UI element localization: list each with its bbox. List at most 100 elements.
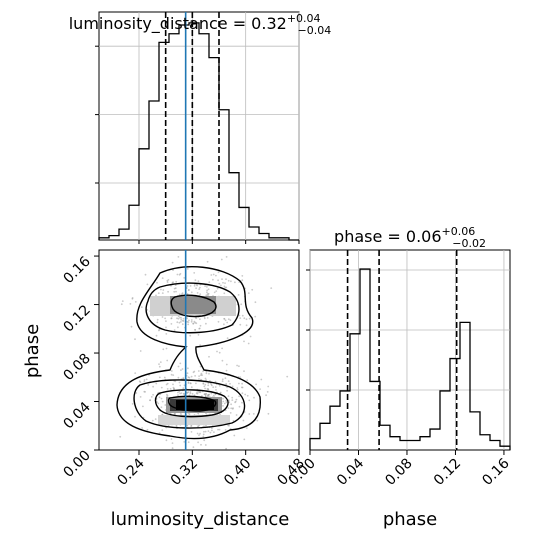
density-sample (205, 294, 208, 297)
density-sample (199, 344, 202, 346)
density-sample (165, 320, 167, 322)
density-sample (201, 374, 204, 376)
density-sample (198, 288, 201, 290)
density-sample (223, 292, 226, 295)
density-sample (215, 290, 218, 292)
density-sample (189, 382, 192, 384)
density-sample (199, 318, 201, 321)
density-sample (246, 379, 249, 382)
density-sample (235, 414, 238, 416)
density-sample (187, 441, 190, 444)
density-sample (147, 384, 150, 386)
density-sample (198, 378, 200, 380)
density-sample (174, 380, 177, 383)
density-sample (224, 319, 227, 322)
phase-xtick-label-4: 0.16 (479, 455, 512, 488)
density-sample (144, 273, 147, 276)
density-sample (226, 386, 229, 389)
density-sample (162, 348, 165, 351)
density-sample (203, 393, 206, 396)
density-sample (181, 319, 184, 322)
density-sample (199, 378, 202, 381)
density-sample (175, 280, 178, 283)
density-sample (200, 443, 202, 446)
density-ytick-label-2: 0.08 (60, 351, 93, 384)
density-sample (237, 294, 240, 296)
density-sample (159, 361, 162, 363)
phase-title-prefix: phase = 0.06 (334, 227, 441, 246)
density-sample (158, 329, 160, 332)
density-sample (181, 323, 184, 326)
density-sample (241, 275, 244, 277)
density-sample (217, 320, 220, 323)
density-sample (190, 320, 193, 323)
density-sample (226, 337, 229, 340)
density-sample (203, 425, 205, 428)
density-sample (182, 317, 185, 320)
density-sample (146, 428, 149, 431)
density-sample (195, 322, 198, 325)
ld-hist-ticks (95, 45, 300, 244)
density-sample (188, 413, 191, 415)
density-sample (158, 396, 161, 399)
density-sample (186, 293, 189, 295)
density-sample (217, 271, 220, 274)
density-sample (225, 383, 228, 385)
density-sample (208, 372, 210, 375)
density-sample (221, 380, 224, 383)
density-sample (187, 289, 190, 292)
density-sample (131, 297, 134, 299)
density-sample (166, 393, 168, 396)
density-contours (116, 266, 262, 440)
phase-hist-title: phase = 0.06+0.06 −0.02 (334, 225, 486, 250)
density-sample (139, 396, 142, 398)
density-sample (160, 386, 163, 389)
density-sample (221, 278, 223, 280)
density-sample (239, 323, 242, 326)
density-sample (187, 382, 190, 384)
density-sample (206, 317, 209, 319)
density-sample (201, 395, 203, 397)
density-sample (217, 279, 220, 282)
density-sample (186, 317, 189, 320)
density-sample (230, 403, 233, 406)
density-xtick-label-1: 0.32 (168, 456, 201, 489)
density-sample (192, 322, 195, 325)
density-sample (197, 334, 200, 336)
density-sample (221, 347, 224, 350)
density-sample (152, 393, 155, 396)
density-sample (170, 323, 173, 325)
density-sample (173, 329, 176, 331)
density-sample (158, 376, 161, 379)
density-sample (163, 376, 166, 379)
density-sample (256, 419, 259, 422)
density-sample (226, 321, 229, 324)
density-sample (134, 415, 136, 418)
density-sample (215, 389, 217, 391)
density-sample (199, 293, 202, 295)
density-sample (266, 391, 269, 393)
density-sample (203, 439, 206, 442)
density-xtick-label-2: 0.40 (221, 456, 254, 489)
density-sample (248, 317, 251, 320)
density-sample (229, 382, 231, 385)
density-sample (204, 387, 207, 390)
density-sample (176, 273, 179, 276)
density-sample (160, 288, 162, 291)
density-sample (134, 372, 137, 374)
density-sample (198, 434, 200, 437)
density-sample (270, 287, 273, 289)
density-sample (213, 431, 215, 433)
density-sample (218, 282, 221, 285)
density-sample (245, 318, 248, 321)
density-sample (202, 433, 205, 436)
density-sample (231, 399, 234, 401)
density-sample (205, 424, 207, 427)
density-sample (208, 281, 211, 284)
density-sample (179, 384, 182, 387)
density-sample (216, 350, 218, 353)
density-sample (203, 316, 206, 318)
density-sample (224, 429, 227, 431)
phase-vs-distance-panel: 0.24 0.32 0.40 0.48 0.000.040.080.120.16 lu… (22, 249, 308, 530)
density-sample (248, 399, 251, 402)
